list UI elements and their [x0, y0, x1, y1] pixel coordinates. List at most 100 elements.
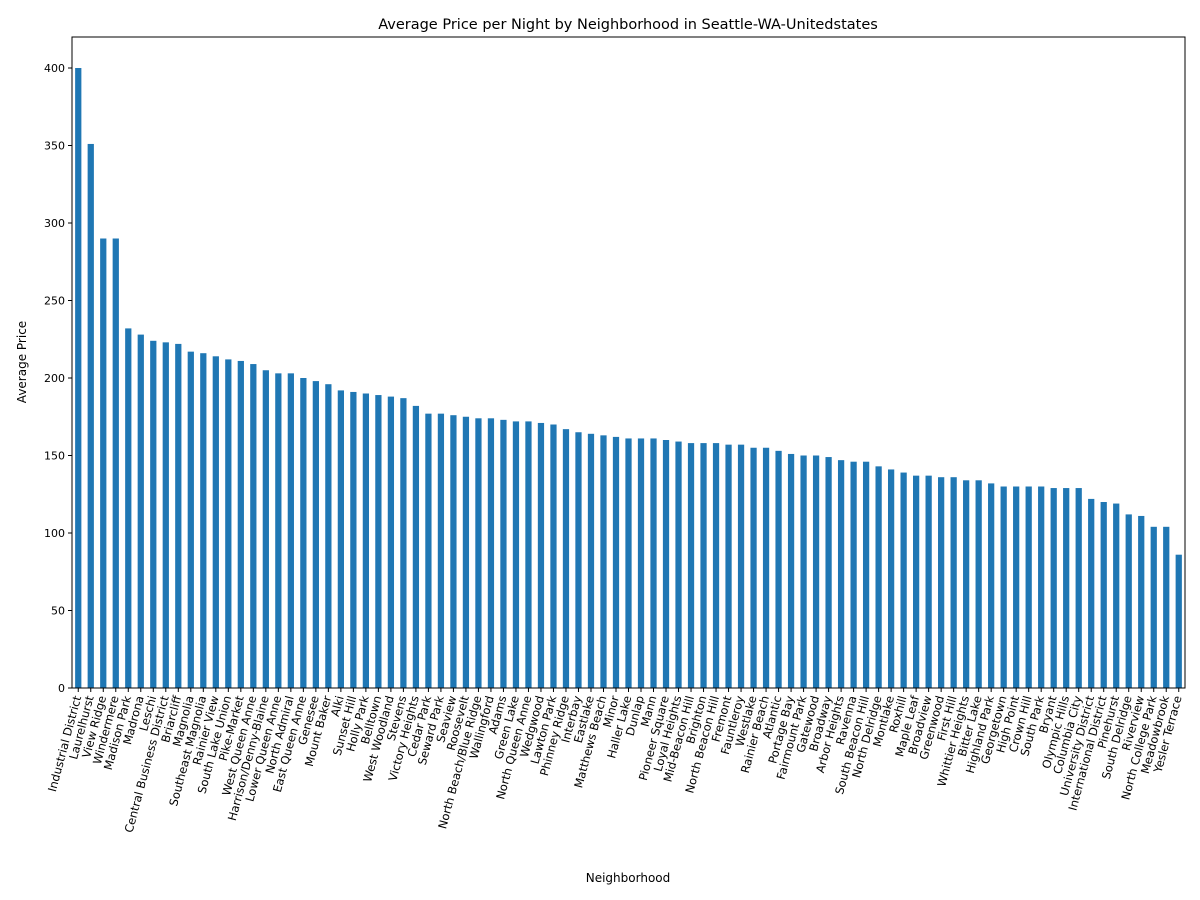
bar [787, 453, 795, 688]
bar [475, 418, 482, 688]
bar [125, 328, 132, 688]
bar [712, 443, 720, 688]
bar [187, 351, 194, 688]
chart-title: Average Price per Night by Neighborhood … [378, 17, 878, 33]
x-axis-label: Neighborhood [586, 871, 671, 885]
bar [637, 438, 645, 688]
bar [87, 143, 94, 688]
bar [412, 405, 420, 688]
bar [312, 381, 319, 688]
bar [662, 440, 670, 688]
bar [512, 421, 520, 688]
y-tick-label: 400 [44, 62, 65, 75]
plot-frame [71, 36, 1186, 689]
bar [325, 384, 332, 688]
bar [387, 396, 395, 688]
bar [900, 472, 907, 688]
bar [800, 455, 807, 688]
bar [1138, 515, 1145, 688]
bar [1063, 488, 1070, 688]
bar [737, 444, 745, 688]
bar [162, 342, 169, 688]
bar [562, 429, 570, 688]
bar [587, 433, 595, 688]
bar [750, 447, 757, 688]
bar [300, 378, 307, 688]
bar [762, 447, 770, 688]
bar [225, 359, 232, 688]
bar [1163, 526, 1170, 688]
bar [487, 418, 495, 688]
bar [775, 450, 782, 688]
bar [1038, 486, 1045, 688]
bar [975, 480, 982, 688]
bar [725, 444, 732, 688]
bar [450, 415, 457, 688]
bar [1050, 488, 1057, 688]
bar [400, 398, 407, 688]
bar [700, 443, 707, 688]
bar [1088, 498, 1095, 688]
bar [1000, 486, 1007, 688]
y-tick-label: 150 [44, 450, 65, 463]
bar [287, 373, 294, 688]
bar [1175, 554, 1182, 688]
bar [875, 466, 882, 688]
bar [1150, 526, 1157, 688]
bar [963, 480, 970, 688]
bar [500, 419, 507, 688]
bar [850, 461, 857, 688]
bar [275, 373, 282, 688]
y-axis-label: Average Price [15, 321, 29, 403]
y-tick-label: 100 [44, 527, 65, 540]
bar [525, 421, 532, 688]
bar [825, 457, 832, 688]
bar [913, 475, 920, 688]
bar [462, 416, 470, 688]
y-tick-label: 50 [51, 605, 65, 618]
bar [1013, 486, 1020, 688]
bar [150, 340, 157, 688]
bar [75, 68, 82, 688]
bar [175, 343, 182, 688]
y-tick-label: 0 [58, 682, 65, 695]
bar [550, 424, 557, 688]
bar [250, 364, 257, 688]
bar [425, 413, 432, 688]
bar [988, 483, 995, 688]
bar [925, 475, 932, 688]
bar [950, 477, 957, 688]
bar [1075, 488, 1082, 688]
x-tick-label: Alki [328, 694, 347, 718]
bar [812, 455, 820, 688]
bar [337, 390, 344, 688]
bar [350, 391, 357, 688]
y-tick-label: 350 [44, 140, 65, 153]
bar [612, 436, 620, 688]
y-tick-label: 250 [44, 295, 65, 308]
bar [1113, 503, 1120, 688]
bar [1100, 502, 1107, 688]
bar [212, 356, 219, 688]
bar [625, 438, 632, 688]
bar [137, 334, 144, 688]
bar [112, 238, 119, 688]
bar [200, 353, 207, 688]
y-tick-label: 200 [44, 372, 65, 385]
bar [362, 393, 370, 688]
bar [600, 435, 607, 688]
bar [687, 443, 695, 688]
bar [375, 395, 382, 688]
bar [237, 360, 244, 688]
bar [575, 432, 582, 688]
bar [100, 238, 107, 688]
bar [650, 438, 657, 688]
bar [938, 477, 945, 688]
bar [437, 413, 445, 688]
bar [887, 469, 895, 688]
bar [675, 441, 682, 688]
bar [1025, 486, 1032, 688]
bar [1125, 514, 1132, 688]
bar [262, 370, 269, 688]
